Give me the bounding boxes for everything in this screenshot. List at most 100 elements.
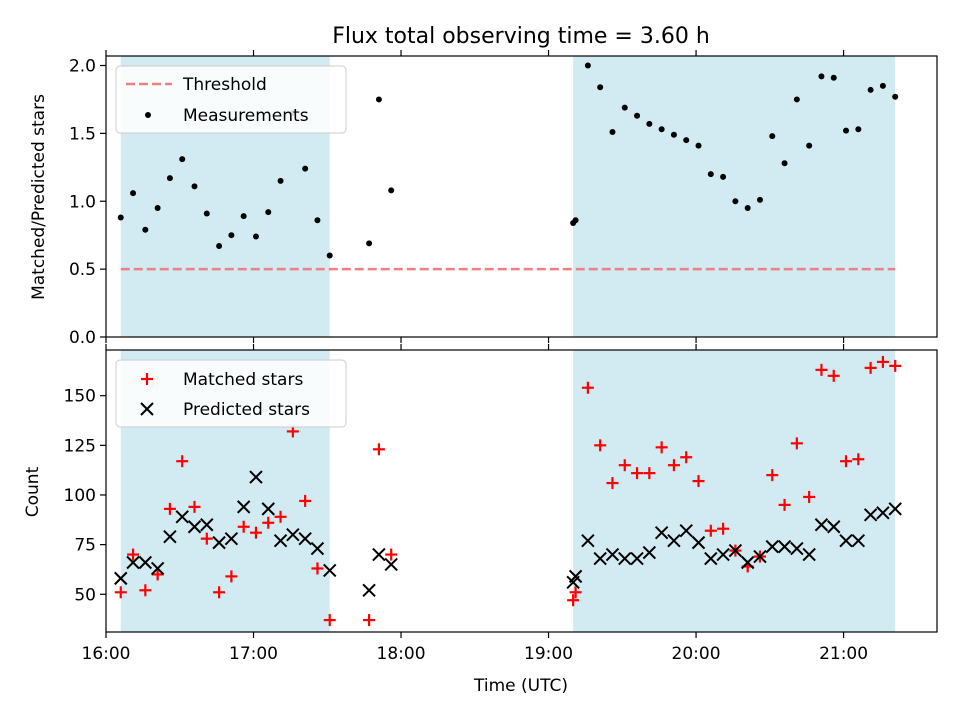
- ratio-legend-box: [115, 65, 347, 134]
- predicted-stars-point: [753, 549, 767, 564]
- y-tick-label: 1.0: [69, 192, 96, 212]
- predicted-legend-swatch: [140, 402, 154, 416]
- measurement-point: [166, 175, 173, 182]
- predicted-stars-point: [593, 551, 607, 566]
- predicted-stars-point: [249, 470, 263, 484]
- ratio-y-axis-label: Matched/Predicted stars: [29, 94, 49, 300]
- measurement-point: [179, 156, 186, 163]
- y-tick-label: 100: [64, 486, 96, 506]
- matched-stars-point: [790, 437, 803, 450]
- predicted-stars-point: [126, 555, 140, 570]
- matched-stars-point: [606, 477, 619, 490]
- x-tick-label: 20:00: [672, 644, 721, 664]
- predicted-stars-point: [384, 557, 398, 572]
- matched-stars-point: [363, 614, 376, 627]
- predicted-stars-point: [691, 535, 706, 550]
- measurement-point: [252, 233, 259, 240]
- matched-stars-point: [667, 459, 680, 472]
- measurement-point: [756, 196, 763, 203]
- y-tick-label: 2.0: [69, 57, 96, 77]
- measurement-point: [683, 137, 690, 144]
- matched-stars-point: [852, 453, 865, 466]
- matched-stars-point: [680, 451, 693, 464]
- y-tick-label: 150: [64, 387, 96, 407]
- predicted-stars-point: [888, 502, 902, 516]
- count-panel: 50 75 100 125 150 16:00 17:00 18:00 19:00 20:00 21…: [23, 344, 938, 696]
- matched-stars-point: [581, 381, 594, 394]
- predicted-stars-point: [679, 524, 693, 538]
- matched-stars-point: [274, 510, 287, 523]
- matched-stars-point: [262, 516, 275, 529]
- predicted-legend-label: Predicted stars: [183, 400, 310, 420]
- x-tick-label: 21:00: [819, 644, 868, 664]
- matched-stars-point: [188, 500, 201, 513]
- measurement-point: [142, 226, 149, 233]
- measurement-point: [634, 112, 641, 119]
- y-tick-label: 0.0: [69, 328, 96, 348]
- matched-stars-point: [311, 562, 324, 575]
- predicted-stars-point: [642, 545, 657, 560]
- predicted-stars-point: [667, 533, 681, 548]
- matched-legend-swatch: [141, 373, 153, 385]
- y-tick-label: 75: [74, 536, 96, 556]
- measurements-legend-swatch: [145, 112, 151, 118]
- predicted-stars-point: [777, 539, 792, 554]
- threshold-legend-label: Threshold: [182, 75, 267, 95]
- measurement-point: [793, 96, 800, 103]
- count-legend: Matched stars Predicted stars: [115, 359, 347, 428]
- measurement-point: [326, 252, 333, 259]
- count-marks: [114, 355, 902, 627]
- predicted-stars-point: [138, 555, 153, 570]
- matched-stars-point: [139, 584, 152, 597]
- measurement-point: [388, 187, 395, 194]
- matched-stars-point: [618, 459, 631, 472]
- predicted-stars-point: [654, 525, 669, 540]
- predicted-stars-point: [298, 531, 312, 546]
- measurement-point: [216, 243, 223, 250]
- ratio-panel: 0.00.51.01.52.0 Matched/Predicted stars …: [29, 50, 938, 348]
- measurement-point: [658, 126, 665, 133]
- predicted-stars-point: [839, 533, 853, 548]
- measurement-point: [277, 177, 284, 184]
- matched-stars-point: [114, 586, 127, 599]
- predicted-stars-point: [827, 520, 841, 534]
- measurement-point: [646, 120, 653, 127]
- measurement-point: [265, 209, 272, 216]
- y-tick-label: 50: [74, 585, 96, 605]
- matched-stars-point: [163, 502, 176, 515]
- matched-stars-point: [176, 455, 189, 468]
- matched-stars-point: [631, 467, 644, 480]
- matched-stars-point: [704, 524, 717, 537]
- matched-stars-point: [299, 494, 312, 507]
- measurement-point: [154, 205, 161, 212]
- measurement-point: [843, 127, 850, 134]
- matched-stars-point: [225, 570, 238, 583]
- measurement-point: [670, 131, 677, 138]
- predicted-stars-point: [876, 506, 890, 520]
- predicted-stars-point: [802, 547, 816, 562]
- x-tick-label: 19:00: [524, 644, 573, 664]
- matched-stars-point: [766, 469, 779, 482]
- matched-stars-point: [876, 355, 889, 368]
- predicted-stars-point: [362, 583, 376, 598]
- measurement-point: [609, 129, 616, 136]
- predicted-stars-point: [200, 518, 214, 532]
- ratio-axes: 0.0 0.5 1.0 1.5 2.0: [69, 50, 845, 348]
- matched-stars-point: [655, 441, 668, 454]
- ratio-legend: Threshold Measurements: [115, 65, 347, 134]
- matched-stars-point: [827, 369, 840, 382]
- measurement-point: [597, 84, 604, 91]
- matched-stars-point: [385, 548, 398, 561]
- matched-stars-point: [151, 568, 164, 581]
- measurements-legend-label: Measurements: [183, 106, 309, 126]
- measurement-point: [366, 240, 373, 247]
- y-tick-label: 0.5: [69, 260, 96, 280]
- matched-stars-point: [237, 520, 250, 533]
- predicted-stars-point: [581, 533, 595, 548]
- measurement-point: [375, 96, 382, 103]
- observing-window-shade: [573, 350, 896, 632]
- chart-title: Flux total observing time = 3.60 h: [332, 24, 710, 49]
- predicted-stars-point: [568, 569, 583, 584]
- measurement-point: [867, 86, 874, 93]
- measurement-point: [855, 126, 862, 133]
